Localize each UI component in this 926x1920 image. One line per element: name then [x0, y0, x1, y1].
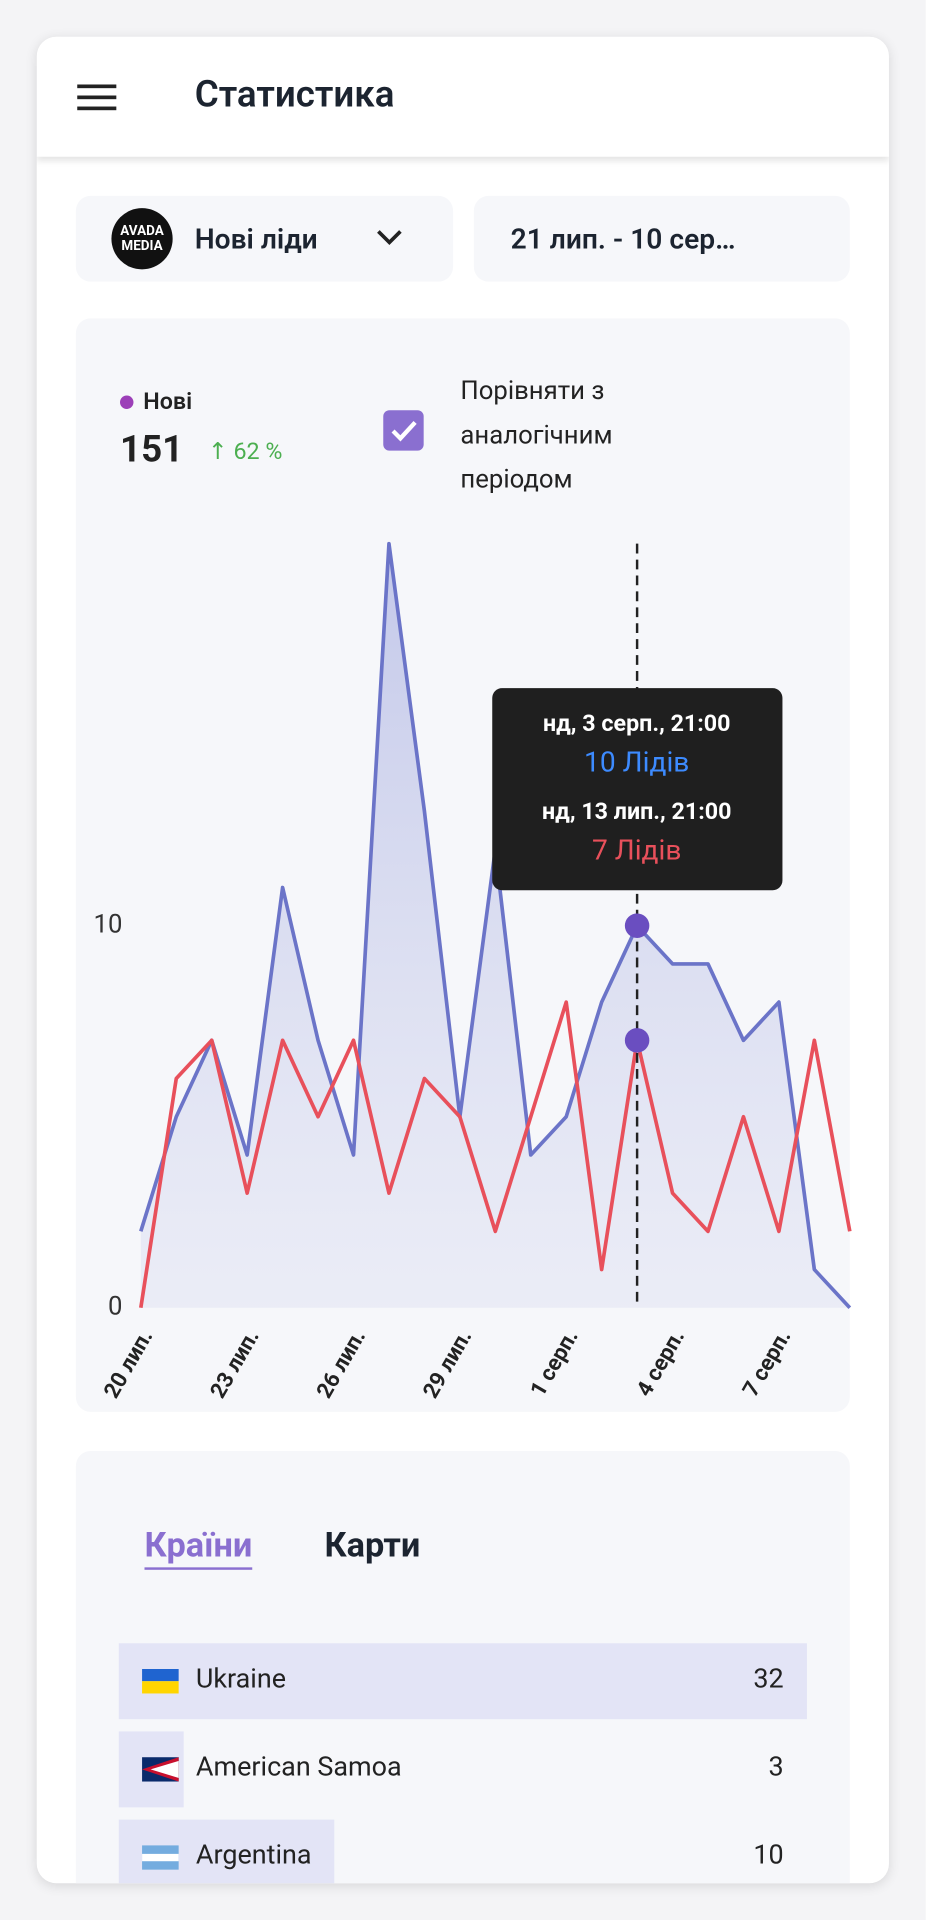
country-value: 10 [753, 1840, 784, 1872]
tab-active[interactable]: Країни [144, 1524, 253, 1570]
menu-icon[interactable] [77, 83, 119, 115]
x-tick-label: 29 лип. [418, 1326, 477, 1403]
compare-label: Порівняти з аналогічним періодом [460, 377, 613, 495]
source-dropdown[interactable]: AVADA MEDIA Нові ліди [75, 195, 454, 282]
country-row[interactable]: Argentina 10 [118, 1819, 807, 1884]
country-name: American Samoa [195, 1752, 402, 1783]
period-label: 21 лип. - 10 сер… [510, 222, 736, 256]
x-tick: 1 серп. [526, 1326, 584, 1402]
country-row[interactable]: Ukraine 32 [118, 1643, 807, 1720]
series-line [139, 1000, 852, 1309]
country-value: 3 [768, 1752, 784, 1783]
logo-text: MEDIA [121, 237, 163, 254]
x-tick-label: 1 серп. [526, 1326, 584, 1402]
tooltip-text: нд, 13 лип., 21:00 [542, 797, 731, 825]
country-name: Argentina [195, 1840, 312, 1872]
x-tick-label: 26 лип. [312, 1326, 371, 1403]
tooltip-text: 10 Лідів [584, 746, 689, 779]
x-tick: 7 серп. [738, 1326, 796, 1402]
country-name: Ukraine [195, 1664, 287, 1695]
hover-point [624, 1028, 650, 1053]
legend-label: Нові [143, 386, 193, 416]
chevron [377, 230, 402, 246]
y-tick-label: 0 [108, 1292, 122, 1322]
flag [142, 1757, 179, 1782]
change: ↑ 62 % [208, 437, 283, 466]
tooltip [492, 688, 783, 891]
x-tick: 23 лип. [206, 1326, 265, 1403]
page-title: Статистика [194, 73, 395, 117]
country-list: Ukraine 32 American Samoa 3 Argentina 10 [118, 1643, 807, 1884]
period-dropdown[interactable]: 21 лип. - 10 сер… [473, 195, 850, 282]
tab[interactable]: Карти [324, 1524, 421, 1565]
country-bar [118, 1643, 807, 1720]
x-tick-label: 23 лип. [206, 1326, 265, 1403]
flag [142, 1668, 179, 1694]
legend: Нові [120, 387, 192, 415]
x-tick: 26 лип. [312, 1326, 371, 1403]
x-tick: 20 лип. [99, 1326, 158, 1403]
change-value: 62 % [233, 437, 283, 466]
country-value: 32 [753, 1664, 784, 1695]
checkbox[interactable] [383, 410, 424, 451]
legend-dot [120, 395, 134, 409]
app-bar: Статистика [36, 36, 889, 157]
x-tick: 29 лип. [418, 1326, 477, 1403]
country-row[interactable]: American Samoa 3 [118, 1731, 807, 1808]
logo: AVADA MEDIA [111, 208, 173, 270]
x-tick-label: 4 серп. [632, 1326, 690, 1402]
x-tick-label: 20 лип. [99, 1326, 158, 1403]
tooltip-text: нд, 3 серп., 21:00 [543, 709, 731, 737]
x-tick: 4 серп. [632, 1326, 690, 1402]
total: 151 [120, 428, 184, 472]
x-tick-label: 7 серп. [738, 1326, 796, 1402]
countries-card: Країни Карти Ukraine 32 American Samoa 3… [75, 1451, 850, 1884]
chart: 0 10 20 лип. 23 лип. 26 лип. 29 лип. 1 серп. 4 … [94, 541, 852, 1403]
tooltip-text: 7 Лідів [592, 834, 682, 867]
y-tick-label: 10 [94, 910, 123, 940]
source-label: Нові ліди [194, 222, 318, 256]
logo-text: AVADA [120, 222, 164, 239]
hover-point [624, 913, 650, 938]
flag [142, 1845, 179, 1870]
